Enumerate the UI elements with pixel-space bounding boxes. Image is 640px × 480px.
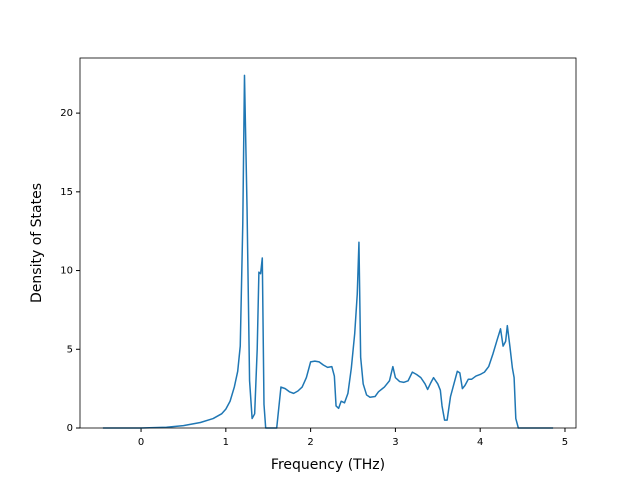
x-tick-label: 1 — [223, 437, 229, 448]
y-tick-label: 15 — [60, 187, 73, 198]
y-tick-label: 5 — [67, 344, 73, 355]
x-tick-label: 0 — [138, 437, 144, 448]
y-tick-label: 20 — [60, 108, 73, 119]
line — [102, 74, 554, 429]
x-tick-label: 3 — [392, 437, 398, 448]
x-axis-label: Frequency (THz) — [271, 457, 385, 473]
y-tick-label: 0 — [67, 423, 73, 434]
y-axis-label: Density of States — [29, 183, 45, 303]
plot-frame — [79, 57, 577, 429]
x-tick-label: 5 — [562, 437, 568, 448]
x-tick-label: 4 — [477, 437, 483, 448]
y-tick-label: 10 — [60, 266, 73, 277]
x-tick-label: 2 — [307, 437, 313, 448]
